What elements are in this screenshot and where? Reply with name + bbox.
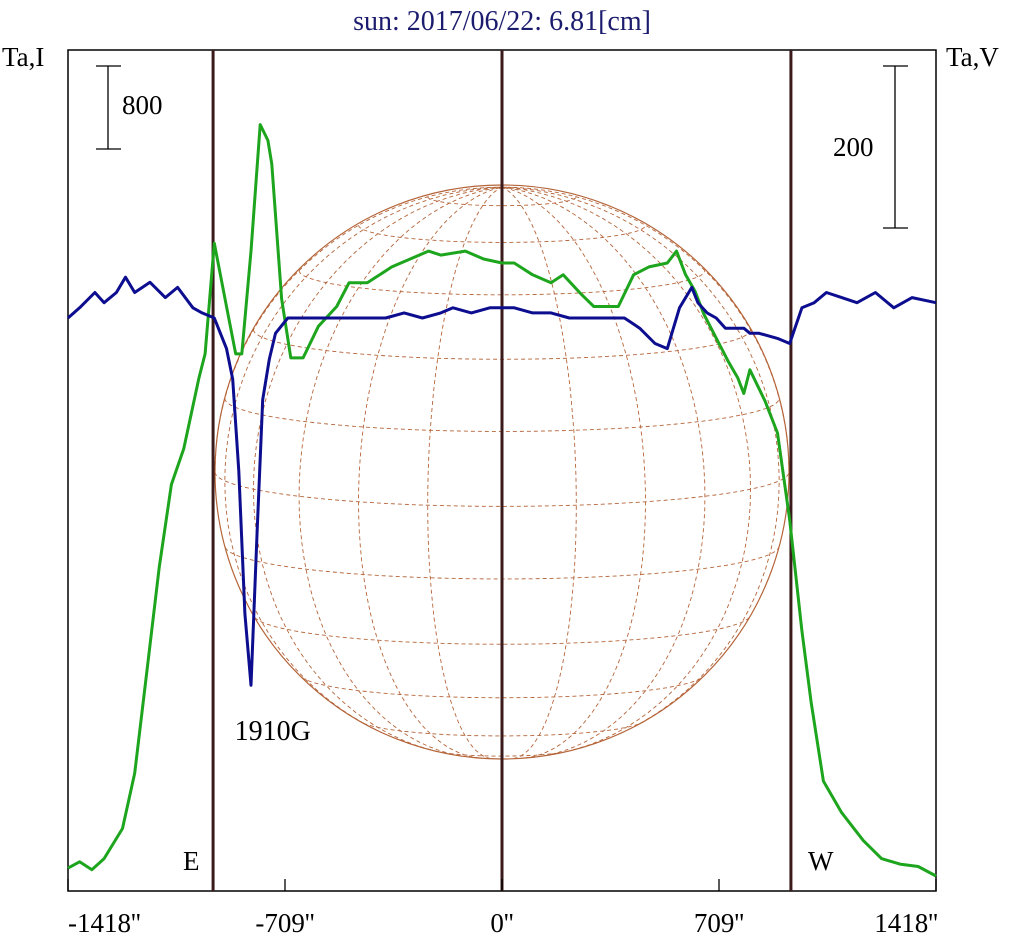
polarization-scale-label: 200	[833, 132, 874, 162]
meridian-line	[427, 186, 503, 760]
series-V-line	[67, 275, 937, 687]
limb-lines	[211, 50, 793, 891]
parallel-line	[363, 722, 641, 737]
meridian-line	[214, 186, 503, 473]
x-tick-label: -709''	[255, 908, 314, 938]
series-I-line	[67, 123, 937, 878]
x-tick-label: 0''	[490, 908, 513, 938]
parallel-line	[214, 471, 790, 507]
meridian-line	[298, 186, 503, 757]
meridian-line	[501, 186, 780, 731]
x-tick-label: -1418''	[68, 908, 141, 938]
parallel-line	[298, 270, 706, 296]
x-tick-label: 709''	[694, 908, 744, 938]
east-limb-label: E	[183, 846, 200, 876]
y-axis-label-left: Ta,I	[2, 42, 44, 72]
x-tick-label: 1418''	[874, 908, 938, 938]
intensity-scale-label: 800	[122, 90, 163, 120]
meridian-line	[358, 186, 503, 759]
meridian-line	[253, 186, 503, 753]
source-field-annotation: 1910G	[235, 716, 311, 747]
meridian-line	[501, 186, 706, 757]
parallel-line	[254, 617, 750, 645]
chart-title: sun: 2017/06/22: 6.81[cm]	[353, 6, 651, 37]
meridian-line	[501, 186, 577, 760]
meridian-line	[224, 186, 503, 731]
parallel-line	[358, 225, 646, 243]
polarization-scale-bar: 200	[833, 65, 908, 229]
meridian-line	[501, 186, 646, 759]
series-lines	[67, 123, 937, 878]
parallel-line	[301, 676, 703, 699]
parallel-line	[427, 196, 577, 207]
x-axis-ticks: -1418'' -709'' 0'' 709'' 1418''	[67, 879, 938, 938]
intensity-scale-bar: 800	[96, 65, 163, 150]
meridian-line	[501, 186, 751, 753]
west-limb-label: W	[808, 846, 834, 876]
y-axis-label-right: Ta,V	[946, 42, 999, 72]
